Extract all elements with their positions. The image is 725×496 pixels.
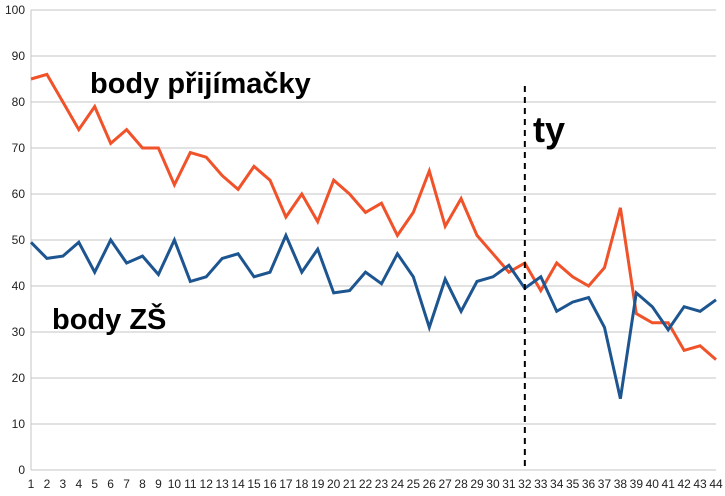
x-tick-label: 30	[486, 477, 500, 491]
x-tick-label: 44	[709, 477, 723, 491]
series-line-2	[29, 231, 717, 400]
x-tick-label: 3	[60, 477, 67, 491]
x-tick-label: 28	[454, 477, 468, 491]
y-tick-label: 10	[12, 417, 26, 431]
x-tick-label: 34	[550, 477, 564, 491]
x-tick-label: 16	[263, 477, 277, 491]
x-tick-label: 19	[311, 477, 325, 491]
x-tick-label: 15	[247, 477, 261, 491]
y-tick-label: 20	[12, 371, 26, 385]
x-tick-label: 10	[168, 477, 182, 491]
x-tick-label: 32	[518, 477, 532, 491]
x-tick-label: 6	[107, 477, 114, 491]
x-tick-label: 12	[200, 477, 214, 491]
x-tick-label: 39	[630, 477, 644, 491]
series-lines	[29, 72, 717, 400]
y-tick-label: 50	[12, 233, 26, 247]
annotation-body-zs: body ZŠ	[52, 302, 166, 336]
y-tick-label: 40	[12, 279, 26, 293]
x-tick-label: 2	[44, 477, 51, 491]
x-tick-label: 41	[662, 477, 676, 491]
x-tick-label: 40	[646, 477, 660, 491]
x-tick-label: 38	[614, 477, 628, 491]
x-tick-label: 21	[343, 477, 357, 491]
x-tick-label: 18	[295, 477, 309, 491]
annotations: body přijímačky body ZŠ ty	[52, 68, 565, 470]
annotation-ty: ty	[533, 109, 565, 150]
x-tick-label: 9	[155, 477, 162, 491]
x-tick-label: 35	[566, 477, 580, 491]
x-tick-label: 24	[391, 477, 405, 491]
y-tick-label: 100	[5, 3, 25, 17]
y-tick-label: 90	[12, 49, 26, 63]
y-tick-label: 60	[12, 187, 26, 201]
x-tick-label: 11	[184, 477, 197, 491]
x-tick-label: 1	[28, 477, 35, 491]
x-tick-label: 5	[91, 477, 98, 491]
x-tick-label: 14	[231, 477, 245, 491]
annotation-body-prijimacky: body přijímačky	[90, 68, 311, 100]
x-tick-label: 31	[502, 477, 516, 491]
x-tick-label: 27	[439, 477, 453, 491]
x-tick-label: 8	[139, 477, 146, 491]
series-line-1	[30, 72, 717, 361]
x-tick-label: 23	[375, 477, 389, 491]
y-tick-label: 0	[18, 463, 25, 477]
x-tick-label: 36	[582, 477, 596, 491]
x-tick-label: 26	[423, 477, 437, 491]
x-tick-label: 7	[123, 477, 130, 491]
x-tick-label: 25	[407, 477, 421, 491]
y-tick-label: 70	[12, 141, 26, 155]
x-tick-label: 17	[279, 477, 293, 491]
x-tick-label: 20	[327, 477, 341, 491]
x-tick-label: 13	[215, 477, 229, 491]
x-tick-label: 43	[693, 477, 707, 491]
y-tick-label: 80	[12, 95, 26, 109]
y-tick-label: 30	[12, 325, 26, 339]
x-tick-label: 37	[598, 477, 612, 491]
x-tick-label: 4	[75, 477, 82, 491]
x-tick-label: 42	[677, 477, 691, 491]
x-tick-label: 33	[534, 477, 548, 491]
x-tick-label: 22	[359, 477, 373, 491]
x-tick-label: 29	[470, 477, 484, 491]
